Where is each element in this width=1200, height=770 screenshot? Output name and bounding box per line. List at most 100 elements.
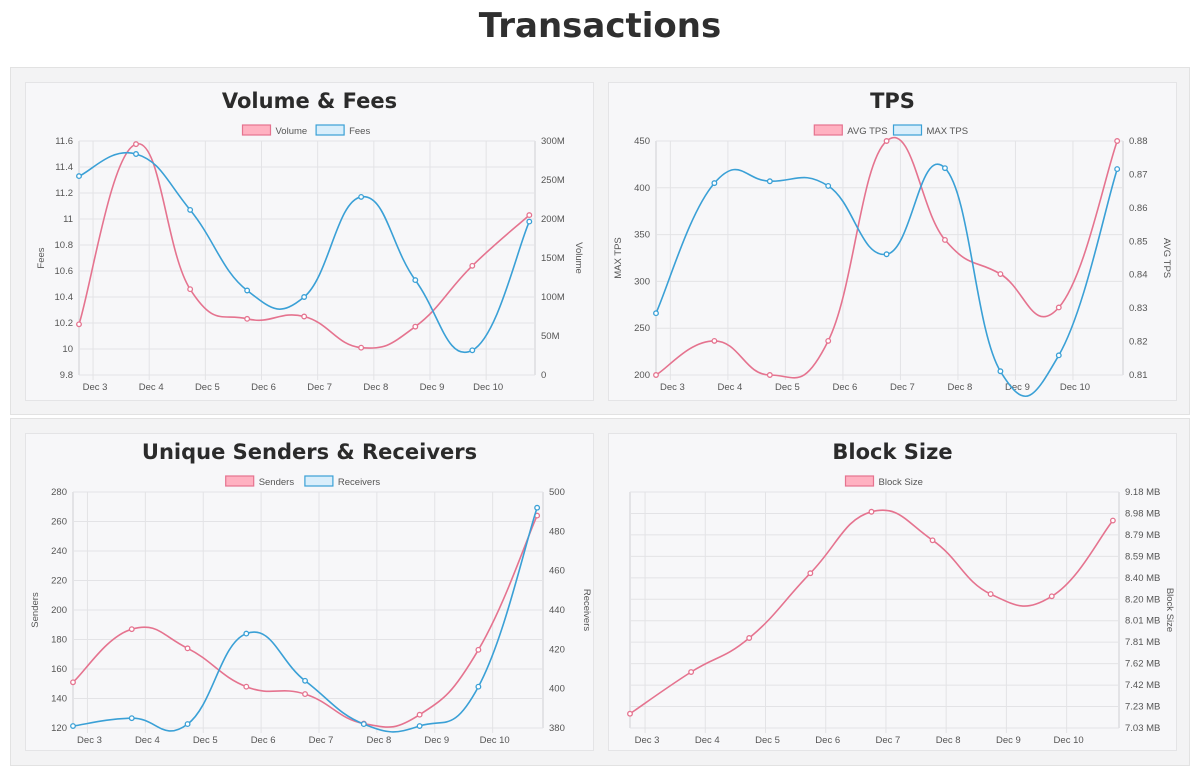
data-point[interactable]: [883, 251, 890, 258]
tps-title: TPS: [870, 89, 915, 113]
data-point[interactable]: [711, 337, 718, 344]
x-tick-label: Dec 10: [1060, 382, 1090, 393]
data-point[interactable]: [997, 271, 1004, 277]
data-point[interactable]: [1055, 304, 1062, 311]
legend-swatch: [315, 124, 345, 136]
x-tick-label: Dec 6: [251, 382, 276, 393]
data-point[interactable]: [825, 182, 832, 189]
y-left-tick-label: 10: [62, 344, 73, 355]
data-point[interactable]: [534, 504, 541, 511]
data-point[interactable]: [184, 645, 191, 652]
x-tick-label: Dec 5: [755, 735, 780, 746]
data-point[interactable]: [133, 141, 139, 148]
data-point[interactable]: [475, 683, 482, 690]
legend: Senders Receivers: [225, 475, 380, 488]
x-tick-label: Dec 10: [473, 382, 503, 393]
data-point[interactable]: [70, 679, 76, 686]
y-left-axis-title: Fees: [36, 247, 47, 268]
y-left-tick-label: 240: [51, 546, 67, 557]
x-tick-label: Dec 5: [195, 382, 220, 393]
data-point[interactable]: [187, 206, 194, 213]
y-right-tick-label: 460: [549, 566, 565, 577]
data-point[interactable]: [1048, 593, 1055, 600]
data-point[interactable]: [128, 626, 135, 633]
data-point[interactable]: [76, 173, 82, 180]
data-point[interactable]: [302, 677, 309, 684]
data-point[interactable]: [360, 721, 367, 728]
y-right-tick-label: 7.62 MB: [1125, 659, 1160, 670]
data-point[interactable]: [187, 286, 194, 293]
data-point[interactable]: [526, 212, 533, 219]
x-tick-label: Dec 3: [635, 735, 660, 746]
block-size-panel: Block Size 9.18 MB 8.98 MB 8.79 MB 8.59 MB 8…: [608, 433, 1177, 751]
data-point[interactable]: [243, 683, 250, 690]
data-point[interactable]: [301, 313, 308, 320]
data-point[interactable]: [766, 178, 773, 185]
data-point[interactable]: [1114, 166, 1121, 173]
volume-fees-chart: 11.6 11.4 11.2 11 10.8 10.6 10.4 10.2 10 9.8 Fees 3…: [36, 124, 584, 393]
volume-fees-title: Volume & Fees: [221, 89, 398, 113]
grid: [629, 491, 1120, 733]
data-point[interactable]: [653, 372, 659, 378]
data-point[interactable]: [412, 277, 419, 284]
x-tick-label: Dec 3: [77, 735, 102, 746]
data-point[interactable]: [1114, 138, 1121, 144]
data-point[interactable]: [475, 646, 482, 653]
data-point[interactable]: [766, 372, 773, 378]
y-right-tick-label: 8.79 MB: [1125, 530, 1160, 541]
data-point[interactable]: [469, 262, 476, 269]
tps-chart: 450 400 350 300 250 200 MAX TPS 0.88 0.87 0.86 0.8…: [613, 124, 1172, 397]
data-point[interactable]: [416, 711, 423, 718]
data-point[interactable]: [868, 508, 875, 515]
series-block-size: [627, 508, 1116, 717]
y-right-tick-label: 0.83: [1129, 303, 1148, 314]
data-point[interactable]: [416, 723, 423, 729]
data-point[interactable]: [302, 691, 309, 698]
y-right-tick-label: 380: [549, 723, 565, 734]
y-left-axis-title: MAX TPS: [613, 237, 624, 279]
legend: Volume Fees: [241, 124, 370, 137]
data-point[interactable]: [184, 721, 191, 728]
data-point[interactable]: [746, 635, 753, 641]
data-point[interactable]: [627, 710, 633, 717]
legend-swatch: [304, 475, 334, 487]
data-point[interactable]: [76, 321, 82, 328]
data-point[interactable]: [526, 218, 533, 225]
data-point[interactable]: [70, 723, 76, 729]
data-point[interactable]: [243, 630, 250, 637]
data-point[interactable]: [942, 165, 948, 172]
data-point[interactable]: [301, 294, 308, 300]
data-point[interactable]: [358, 193, 365, 200]
data-point[interactable]: [807, 570, 814, 577]
y-left-tick-label: 11.6: [55, 136, 73, 147]
data-point[interactable]: [128, 715, 135, 722]
data-point[interactable]: [469, 347, 476, 354]
series-fees: [76, 151, 533, 354]
y-right-tick-label: 500: [549, 487, 565, 498]
data-point[interactable]: [711, 180, 718, 187]
data-point[interactable]: [929, 537, 936, 544]
data-point[interactable]: [688, 669, 695, 675]
data-point[interactable]: [133, 151, 139, 157]
data-point[interactable]: [244, 315, 251, 322]
data-point[interactable]: [997, 368, 1004, 375]
data-point[interactable]: [358, 344, 365, 351]
data-point[interactable]: [653, 310, 659, 317]
data-point[interactable]: [412, 323, 419, 330]
data-point[interactable]: [883, 138, 890, 144]
data-point[interactable]: [1055, 352, 1062, 359]
y-right-tick-label: 400: [549, 684, 565, 695]
data-point[interactable]: [942, 236, 948, 243]
y-right-tick-label: 480: [549, 526, 565, 537]
data-point[interactable]: [987, 591, 994, 598]
y-right-tick-label: 0.84: [1129, 270, 1148, 281]
data-point[interactable]: [244, 287, 251, 294]
x-tick-label: Dec 7: [876, 735, 901, 746]
x-tick-label: Dec 4: [135, 735, 160, 746]
grid: [78, 140, 536, 380]
data-point[interactable]: [825, 337, 832, 344]
y-left-tick-label: 120: [51, 723, 67, 734]
y-left-tick-label: 400: [634, 183, 650, 194]
y-right-tick-label: 8.98 MB: [1125, 508, 1160, 519]
data-point[interactable]: [1109, 517, 1116, 524]
